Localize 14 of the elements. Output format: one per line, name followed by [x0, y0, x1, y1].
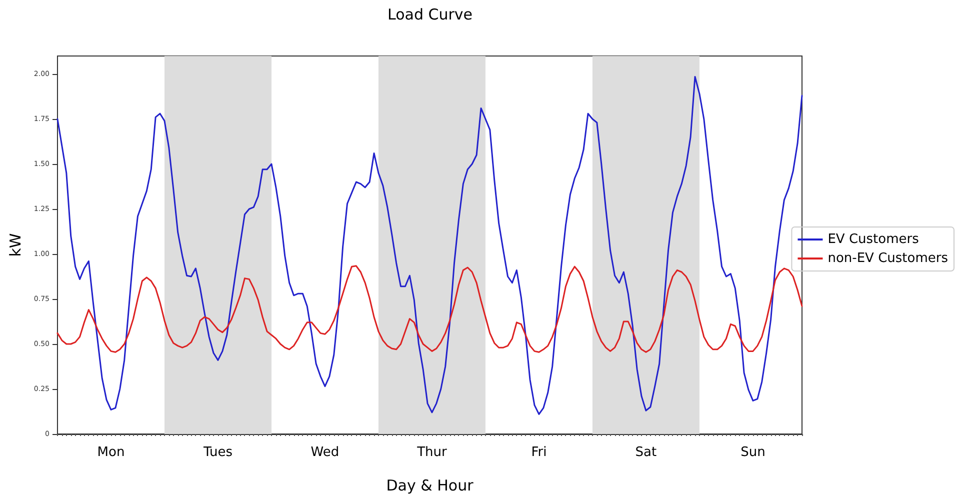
legend-label: EV Customers	[828, 232, 920, 247]
x-tick-label: Tues	[202, 445, 233, 460]
x-tick-label: Sat	[635, 445, 657, 460]
x-tick-label: Sun	[740, 445, 766, 460]
chart-title: Load Curve	[387, 6, 473, 24]
line-series	[56, 265, 803, 353]
y-axis-title: kW	[6, 233, 24, 257]
x-tick-label: Wed	[310, 445, 340, 460]
line-series	[56, 76, 803, 415]
legend-label: non-EV Customers	[828, 251, 948, 266]
x-tick-label: Thur	[416, 445, 448, 460]
x-tick-label: Fri	[531, 445, 547, 460]
x-tick-label: Mon	[97, 445, 125, 460]
x-axis-title: Day & Hour	[386, 476, 474, 494]
